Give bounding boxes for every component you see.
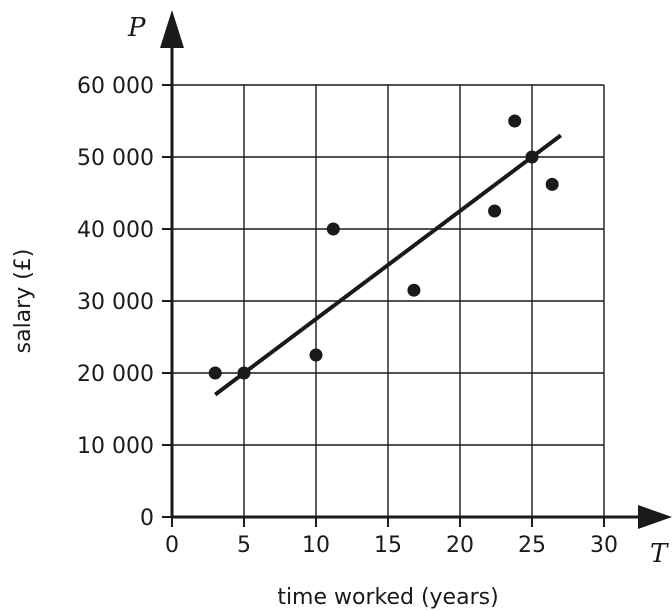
y-tick-label: 30 000 [77, 290, 154, 315]
y-tick-label: 0 [140, 506, 154, 531]
y-axis-arrowhead [160, 10, 184, 48]
data-point [208, 366, 222, 380]
trend-line-group [213, 133, 562, 397]
data-point [237, 366, 251, 380]
x-tick-label: 10 [302, 533, 330, 558]
x-tick-label: 20 [446, 533, 474, 558]
y-tick-label: 40 000 [77, 218, 154, 243]
y-tick-label: 10 000 [77, 434, 154, 459]
x-axis-arrowhead [638, 505, 672, 529]
x-tick-label: 30 [590, 533, 618, 558]
y-tick-label: 60 000 [77, 74, 154, 99]
data-point [545, 177, 559, 191]
x-axis-title: time worked (years) [277, 585, 498, 610]
data-point [309, 348, 323, 362]
data-point [508, 114, 522, 128]
x-tick-label: 25 [518, 533, 546, 558]
y-axis-variable: P [127, 13, 146, 43]
x-tick-label: 0 [165, 533, 179, 558]
data-point [488, 204, 502, 218]
y-tick-label: 20 000 [77, 362, 154, 387]
line-of-best-fit [213, 133, 562, 397]
y-axis-title: salary (£) [11, 249, 36, 354]
tick-labels: 0 5 10 15 20 25 30 0 10 000 20 000 30 000 40 000 50 … [77, 74, 618, 558]
y-tick-label: 50 000 [77, 146, 154, 171]
data-point [525, 150, 539, 164]
x-axis-variable: T [650, 539, 669, 569]
data-point [407, 283, 421, 297]
axes [160, 10, 672, 529]
data-points [208, 114, 559, 380]
grid [172, 84, 605, 517]
x-tick-label: 5 [237, 533, 251, 558]
data-point [326, 222, 340, 236]
x-tick-label: 15 [374, 533, 402, 558]
